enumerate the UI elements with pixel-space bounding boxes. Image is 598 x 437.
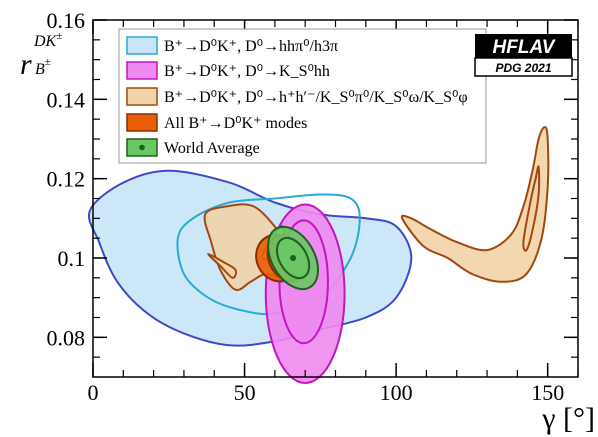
hflav-badge: HFLAV PDG 2021 (474, 34, 573, 77)
hflav-badge-title: HFLAV (493, 37, 556, 58)
x-tick-label: 150 (531, 380, 564, 405)
contour-group-2 (203, 126, 550, 292)
legend-label-hhpi0: B⁺→D⁰K⁺, D⁰→hhπ⁰/h3π (164, 38, 338, 55)
x-tick-label: 100 (380, 380, 413, 405)
y-axis-title-r: r (20, 48, 32, 81)
legend-swatch-hhpi0 (126, 36, 158, 55)
y-axis-title-sub: B± (35, 56, 51, 78)
legend-label-world-average: World Average (164, 140, 260, 157)
y-tick-label: 0.14 (47, 87, 86, 112)
contour-0-inner-1 (176, 193, 361, 316)
y-tick-label: 0.1 (58, 246, 86, 271)
contours-layer (88, 126, 550, 384)
world-average-central-point (290, 255, 297, 261)
y-axis-title-sup: DK± (33, 30, 62, 50)
x-tick-label: 0 (88, 380, 99, 405)
hflav-badge-bottom (474, 57, 573, 77)
legend-box (118, 28, 487, 164)
y-tick-label: 0.08 (47, 325, 86, 350)
x-tick-label: 50 (234, 380, 256, 405)
y-tick-label: 0.12 (47, 167, 86, 192)
x-axis-title: γ [°] (541, 402, 595, 435)
contour-2-inner-1 (207, 252, 238, 279)
hflav-badge-top (475, 34, 572, 58)
legend-label-glw: B⁺→D⁰K⁺, D⁰→h⁺h′⁻/K_S⁰π⁰/K_S⁰ω/K_S⁰φ (164, 89, 468, 106)
y-axis-title: r B± DK± (20, 30, 62, 81)
legend-label-all-modes: All B⁺→D⁰K⁺ modes (164, 115, 307, 132)
y-tick-label: 0.16 (47, 8, 86, 33)
legend-swatch-ks-hh (126, 61, 158, 80)
contour-2-inner-4 (522, 165, 541, 252)
legend-label-ks-hh: B⁺→D⁰K⁺, D⁰→K_S⁰hh (164, 63, 330, 80)
legend-swatch-all-modes (126, 113, 158, 132)
legend-swatch-glw (126, 87, 158, 106)
contour-group-4 (267, 225, 320, 291)
hflav-badge-subtitle: PDG 2021 (495, 61, 551, 75)
contour-2-outer-3 (400, 126, 550, 283)
legend: B⁺→D⁰K⁺, D⁰→hhπ⁰/h3π B⁺→D⁰K⁺, D⁰→K_S⁰hh … (118, 28, 487, 164)
legend-swatch-world-average-dot (139, 144, 145, 151)
